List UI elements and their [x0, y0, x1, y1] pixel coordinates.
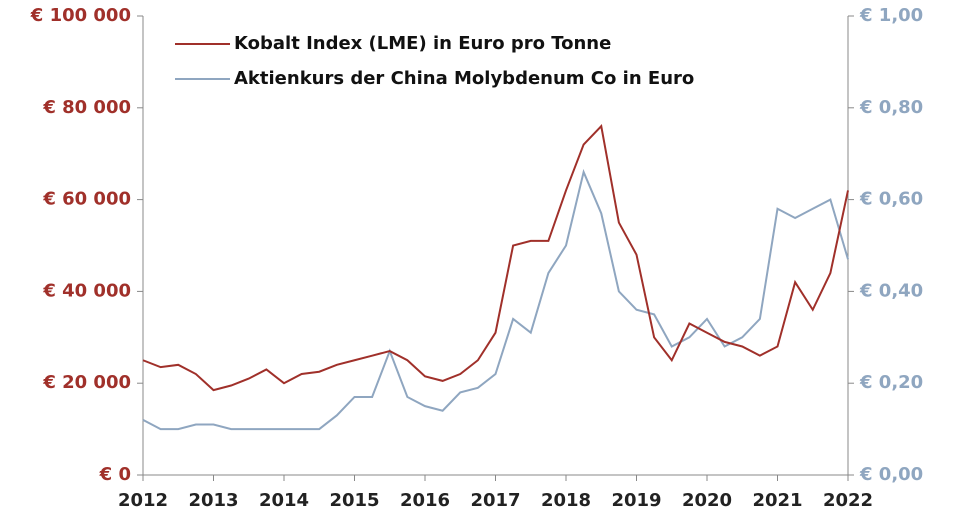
x-tick-label: 2017 [470, 490, 520, 511]
y-tick-label: € 80 000 [42, 97, 131, 118]
y2-tick-label: € 0,60 [859, 189, 923, 210]
x-tick-label: 2019 [611, 490, 661, 511]
legend-label: Kobalt Index (LME) in Euro pro Tonne [234, 33, 611, 54]
series-line [142, 124, 849, 392]
series-line [142, 168, 849, 431]
x-tick-label: 2013 [188, 490, 238, 511]
legend-label: Aktienkurs der China Molybdenum Co in Eu… [234, 68, 694, 89]
x-tick-label: 2016 [400, 490, 450, 511]
x-tick-label: 2018 [541, 490, 591, 511]
y2-tick-label: € 0,80 [859, 97, 923, 118]
y2-tick-label: € 1,00 [859, 5, 923, 26]
x-tick-label: 2015 [329, 490, 379, 511]
y-tick-label: € 40 000 [42, 280, 131, 301]
y-tick-label: € 60 000 [42, 189, 131, 210]
x-tick-label: 2012 [118, 490, 168, 511]
x-tick-label: 2020 [682, 490, 732, 511]
x-tick-label: 2022 [823, 490, 873, 511]
y-tick-label: € 20 000 [42, 372, 131, 393]
y2-tick-label: € 0,00 [859, 464, 923, 485]
x-tick-label: 2021 [752, 490, 802, 511]
x-tick-label: 2014 [259, 490, 309, 511]
y-tick-label: € 100 000 [30, 5, 131, 26]
y2-tick-label: € 0,40 [859, 280, 923, 301]
y2-tick-label: € 0,20 [859, 372, 923, 393]
y-tick-label: € 0 [99, 464, 131, 485]
